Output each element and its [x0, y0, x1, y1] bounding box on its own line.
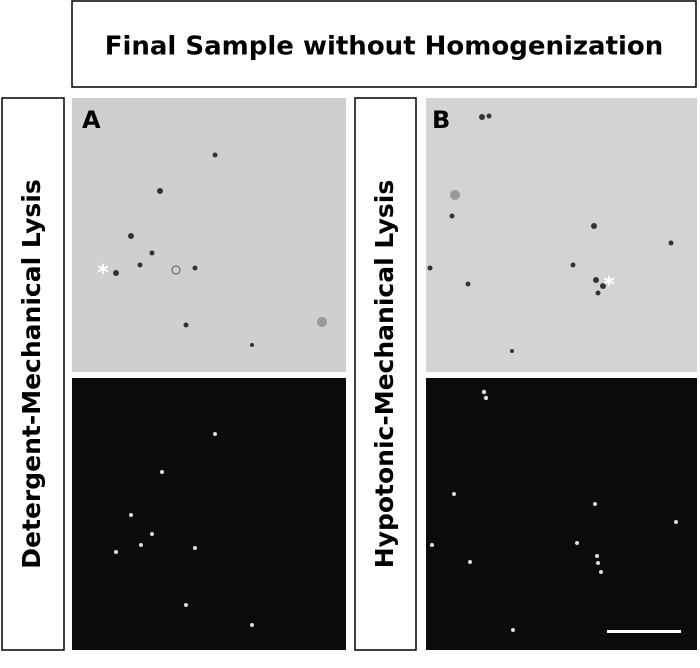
fluorescence-image	[426, 378, 697, 650]
nuclei	[430, 389, 678, 632]
asterisk: *	[603, 273, 615, 298]
asterisk: *	[97, 261, 109, 286]
panel-label: A	[82, 106, 101, 134]
cells	[427, 113, 674, 353]
row-label: Detergent-Mechanical Lysis	[17, 179, 46, 568]
cells	[113, 152, 327, 347]
brightfield-image	[426, 98, 697, 372]
row-label-box	[354, 97, 417, 651]
title: Final Sample without Homogenization	[105, 32, 664, 62]
row-label-box	[1, 97, 65, 651]
row-label: Hypotonic-Mechanical Lysis	[370, 180, 399, 569]
brightfield-image	[72, 98, 346, 372]
nuclei	[114, 432, 254, 627]
scale-bar	[607, 630, 681, 633]
title-box	[71, 0, 697, 88]
fluorescence-image	[72, 378, 346, 650]
panel-label: B	[432, 106, 450, 134]
